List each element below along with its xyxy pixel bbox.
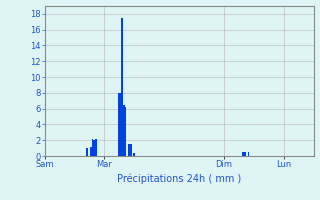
Bar [248,152,249,156]
Bar [128,144,130,156]
Bar [121,18,123,156]
Bar [119,93,121,156]
Bar [86,148,88,156]
X-axis label: Précipitations 24h ( mm ): Précipitations 24h ( mm ) [117,173,241,184]
Bar [244,152,246,156]
Bar [124,107,126,156]
Bar [123,105,124,156]
Bar [90,147,92,156]
Bar [130,144,132,156]
Bar [93,140,95,156]
Bar [243,152,244,156]
Bar [133,153,135,156]
Bar [95,139,97,156]
Bar [118,93,119,156]
Bar [92,139,93,156]
